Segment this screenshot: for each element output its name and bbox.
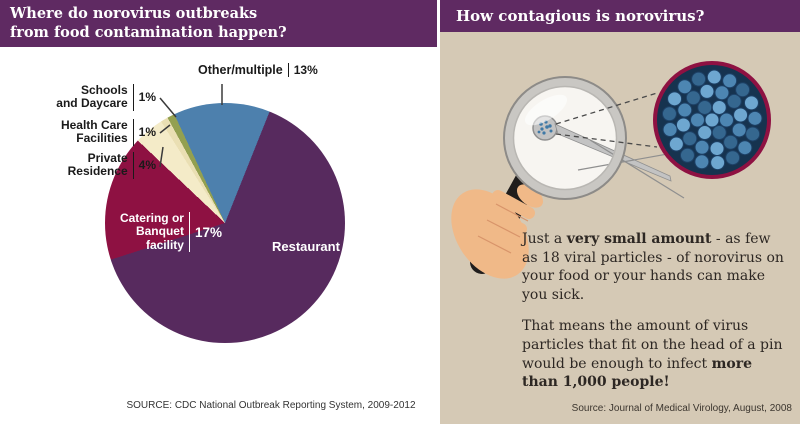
pin-head-virus-dots [537,120,553,135]
pie-chart [105,103,345,343]
needle-lines [577,139,691,199]
right-header: How contagious is norovirus? [440,0,800,32]
label-text: Private Residence [67,151,128,179]
label-pct: 1% [138,90,156,105]
virus-particles [661,69,763,171]
right-header-title: How contagious is norovirus? [456,7,705,25]
lens-glare [524,94,568,126]
para2-bold: more than 1,000 people! [522,355,753,391]
lens-ring-inner [512,85,618,191]
paragraph-2: That means the amount of virus particles… [522,317,790,391]
label-text: Other/multiple [198,63,283,77]
label-divider [132,84,134,111]
left-header: Where do norovirus outbreaks from food c… [0,0,437,47]
left-source: SOURCE: CDC National Outbreak Reporting … [126,400,416,411]
pie-label-schools-daycare: Schools and Daycare 1% [28,83,156,111]
label-pct: 4% [138,158,156,173]
label-text: Schools and Daycare [56,83,128,111]
para2-text: That means the amount of virus particles… [522,318,783,372]
hand-thumb [516,184,544,208]
pie-label-catering: Catering or Banquet facility 17% [118,211,222,253]
pie-label-restaurant: Restaurant 64% [272,240,378,255]
right-source: Source: Journal of Medical Virology, Aug… [571,403,792,414]
para1-text: Just a [522,231,567,247]
label-text: Catering or Banquet facility [119,211,184,252]
pin-shaft [554,123,672,182]
label-text: Health Care Facilities [60,118,128,146]
magnifier-handle [470,170,538,274]
finger-crease-lines [477,203,529,254]
pie-label-other-multiple: Other/multiple 13% [198,63,318,77]
label-pct: 13% [293,63,318,77]
para1-text-cont: - as few as 18 viral particles - of noro… [522,231,784,303]
pie-label-private-residence: Private Residence 4% [28,151,156,179]
paragraph-1: Just a very small amount - as few as 18 … [522,230,790,304]
right-panel: How contagious is norovirus? [440,0,800,424]
para1-bold: very small amount [566,231,712,247]
zoom-dashed-lines [555,92,658,148]
lens-ring [504,77,626,199]
label-divider [188,212,190,253]
panel-divider [437,0,440,424]
pin-head [532,115,558,141]
label-divider [132,119,134,146]
left-header-line1: Where do norovirus outbreaks [10,5,258,22]
label-pct: 17% [194,224,222,240]
pie-label-health-care: Health Care Facilities 1% [28,118,156,146]
right-text-block: Just a very small amount - as few as 18 … [522,230,790,392]
label-divider [344,240,346,255]
label-text: Restaurant [272,239,340,255]
lens-ring-outer [503,76,627,200]
virus-zoom-circle [653,61,771,179]
lens-glass [513,86,617,190]
label-pct: 1% [138,125,156,140]
label-divider [132,152,134,179]
label-divider [287,63,289,77]
left-header-line2: from food contamination happen? [10,23,287,41]
left-panel: Where do norovirus outbreaks from food c… [0,0,437,411]
label-pct: 64% [350,240,378,255]
